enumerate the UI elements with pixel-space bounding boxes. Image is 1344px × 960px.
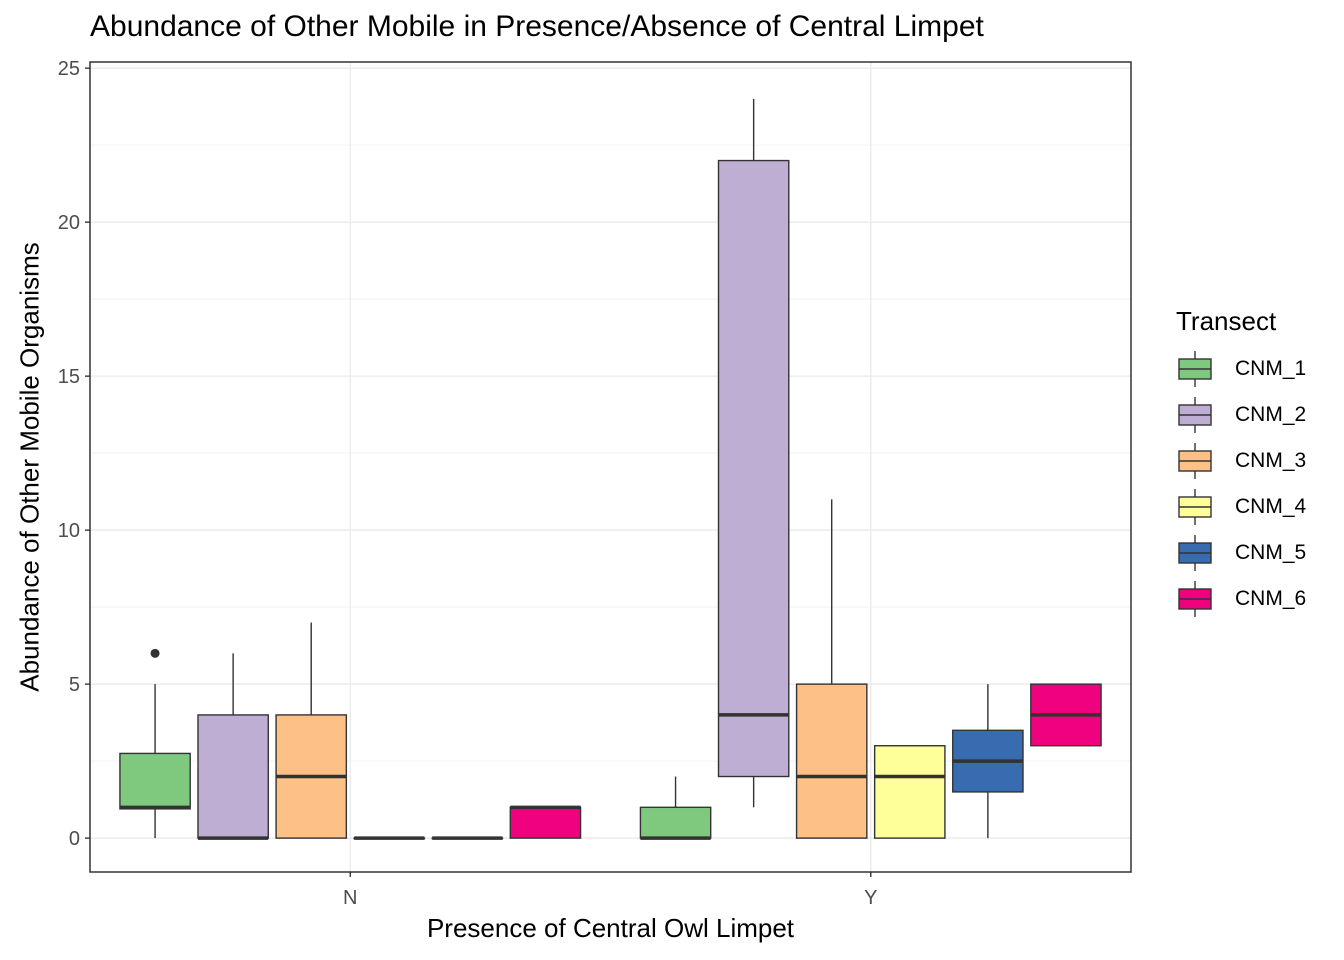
legend-item-CNM_5: CNM_5 <box>1176 535 1306 581</box>
x-tick-label: Y <box>864 887 877 909</box>
box-CNM_1-Y <box>639 806 712 839</box>
box-CNM_4-Y <box>873 745 946 839</box>
box-CNM_1-N <box>119 752 191 810</box>
legend-item-CNM_1: CNM_1 <box>1176 351 1306 397</box>
legend-key <box>1178 535 1212 571</box>
legend-label: CNM_6 <box>1235 587 1307 610</box>
legend-label: CNM_1 <box>1235 357 1307 380</box>
legend-item-CNM_6: CNM_6 <box>1176 581 1306 627</box>
legend-item-CNM_2: CNM_2 <box>1176 397 1306 443</box>
legend-key <box>1178 351 1212 387</box>
legend-label: CNM_4 <box>1235 495 1307 518</box>
y-axis-label: Abundance of Other Mobile Organisms <box>14 242 45 692</box>
axes: 0 5 10 15 20 25 N Y <box>58 58 878 909</box>
legend-key <box>1178 397 1212 433</box>
box-CNM_2-Y <box>717 159 790 778</box>
box-CNM_6-N <box>509 806 582 839</box>
legend-label: CNM_2 <box>1235 403 1307 426</box>
x-tick-label: N <box>343 887 357 909</box>
legend: Transect CNM_1 CNM_2 CNM_3 CNM_4 CNM_5 CNM_6 <box>1176 306 1306 627</box>
legend-label: CNM_5 <box>1235 541 1307 564</box>
y-tick-label: 25 <box>58 58 80 80</box>
y-tick-label: 10 <box>58 520 80 542</box>
legend-key <box>1178 489 1212 525</box>
legend-key <box>1178 443 1212 479</box>
legend-items: CNM_1 CNM_2 CNM_3 CNM_4 CNM_5 CNM_6 <box>1176 351 1306 627</box>
y-tick-label: 20 <box>58 212 80 234</box>
legend-title: Transect <box>1176 306 1277 336</box>
x-axis-label: Presence of Central Owl Limpet <box>426 913 795 943</box>
box-layer <box>119 98 1102 840</box>
y-tick-label: 15 <box>58 366 80 388</box>
legend-label: CNM_3 <box>1235 449 1307 472</box>
y-tick-label: 0 <box>69 828 80 850</box>
legend-key <box>1178 581 1212 617</box>
y-tick-label: 5 <box>69 674 80 696</box>
legend-item-CNM_4: CNM_4 <box>1176 489 1306 535</box>
box-CNM_3-Y <box>795 683 868 839</box>
box-CNM_2-N <box>197 714 269 839</box>
outlier-point <box>150 648 160 658</box>
legend-item-CNM_3: CNM_3 <box>1176 443 1306 489</box>
panel-border <box>89 61 1132 873</box>
chart-title: Abundance of Other Mobile in Presence/Ab… <box>90 10 984 43</box>
